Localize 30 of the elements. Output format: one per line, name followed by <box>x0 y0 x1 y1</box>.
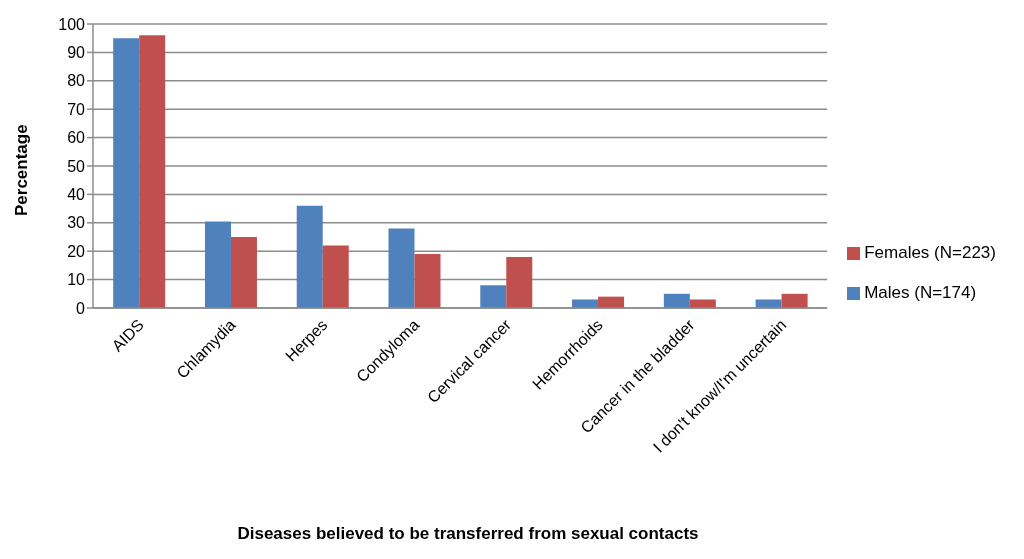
y-tick-label: 40 <box>67 186 86 204</box>
bar <box>781 293 808 308</box>
bar <box>506 256 533 308</box>
bar <box>388 228 415 308</box>
legend-label: Females (N=223) <box>864 243 996 262</box>
x-axis-title: Diseases believed to be transferred from sexual contacts <box>236 524 700 544</box>
y-tick-label: 0 <box>76 299 86 317</box>
y-tick-label: 30 <box>67 214 86 232</box>
bar <box>480 285 507 308</box>
bar <box>296 205 323 308</box>
bar <box>663 293 690 308</box>
y-tick-label: 60 <box>67 129 86 147</box>
bar <box>322 245 349 308</box>
bar <box>204 221 231 308</box>
y-tick-label: 100 <box>58 15 86 33</box>
bar <box>113 38 140 308</box>
y-tick-label: 20 <box>67 242 86 260</box>
y-tick-label: 70 <box>67 100 86 118</box>
bar <box>689 299 716 308</box>
y-axis-title: Percentage <box>12 124 32 216</box>
y-tick-label: 80 <box>67 72 86 90</box>
bar <box>139 35 166 308</box>
legend-label: Males (N=174) <box>864 283 977 302</box>
bar <box>755 299 782 308</box>
y-tick-label: 90 <box>67 44 86 62</box>
bar <box>572 299 599 308</box>
y-tick-label: 10 <box>67 271 86 289</box>
bar <box>230 237 257 308</box>
bar <box>414 254 441 308</box>
y-tick-label: 50 <box>67 157 86 175</box>
